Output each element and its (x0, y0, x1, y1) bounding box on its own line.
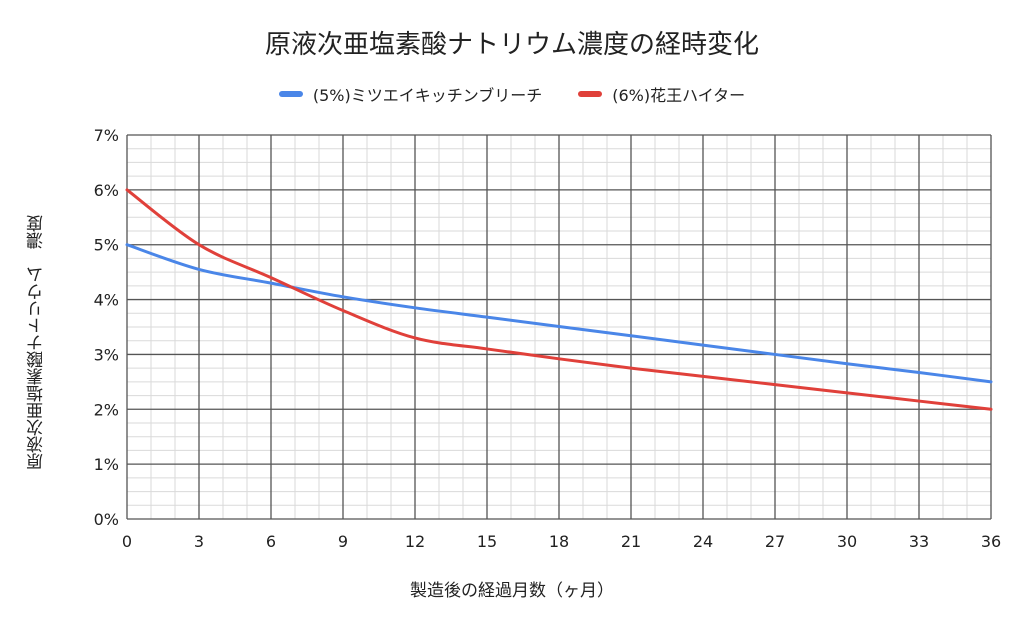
x-tick-label: 9 (338, 532, 348, 551)
x-tick-label: 30 (837, 532, 857, 551)
x-tick-label: 24 (693, 532, 713, 551)
chart-title: 原液次亜塩素酸ナトリウム濃度の経時変化 (264, 30, 759, 60)
x-tick-label: 27 (765, 532, 785, 551)
series-line-1 (125, 243, 993, 384)
y-tick-label: 2% (94, 400, 119, 419)
y-tick-label: 6% (94, 181, 119, 200)
legend-label-series-1: (5%)ミツエイキッチンブリーチ (312, 86, 543, 105)
legend-item-series-2[interactable]: (6%)花王ハイター (578, 82, 745, 106)
y-tick-label: 5% (94, 236, 119, 255)
y-tick-label: 1% (94, 455, 119, 474)
legend-label-series-2: (6%)花王ハイター (612, 86, 746, 105)
x-tick-label: 36 (981, 532, 1001, 551)
y-tick-label: 7% (94, 126, 119, 145)
x-tick-label: 6 (266, 532, 276, 551)
series-line-2 (125, 188, 993, 411)
y-tick-label: 3% (94, 345, 119, 364)
legend-item-series-1[interactable]: (5%)ミツエイキッチンブリーチ (278, 82, 543, 106)
x-tick-label: 12 (405, 532, 425, 551)
x-tick-label: 18 (549, 532, 569, 551)
x-tick-label: 15 (477, 532, 497, 551)
x-tick-label: 3 (194, 532, 204, 551)
legend: (5%)ミツエイキッチンブリーチ (6%)花王ハイター (0, 82, 1024, 106)
y-tick-label: 4% (94, 291, 119, 310)
legend-swatch-series-1 (278, 91, 303, 97)
x-tick-label: 0 (122, 532, 132, 551)
x-tick-label: 21 (621, 532, 641, 551)
legend-swatch-series-2 (578, 91, 603, 97)
x-axis-label: 製造後の経過月数（ヶ月） (410, 581, 614, 601)
y-tick-label: 0% (94, 510, 119, 529)
x-tick-label: 33 (909, 532, 929, 551)
